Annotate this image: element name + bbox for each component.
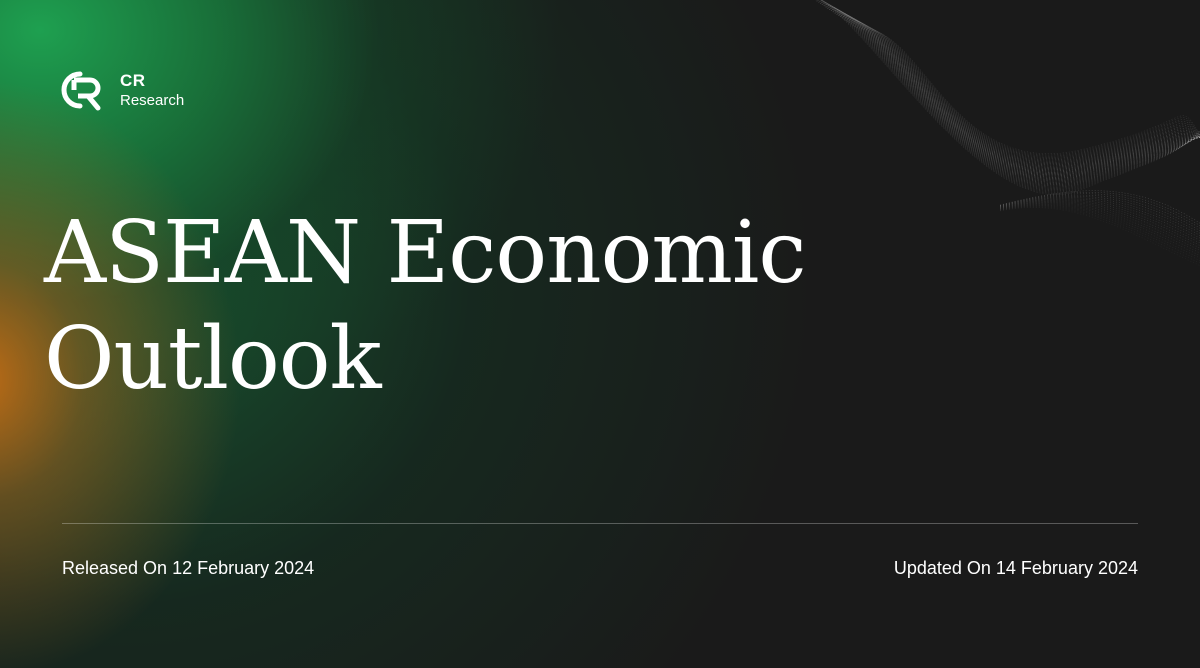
report-title: ASEAN Economic Outlook xyxy=(44,200,807,412)
report-title-line-2: Outlook xyxy=(44,309,382,409)
updated-date: Updated On 14 February 2024 xyxy=(893,558,1138,578)
cr-monogram-icon xyxy=(61,71,101,111)
brand-name: CR xyxy=(120,70,146,90)
brand-subtitle: Research xyxy=(120,92,185,110)
brand-wordmark: CR Research xyxy=(120,71,184,110)
footer-divider xyxy=(62,523,1138,524)
report-title-line-1: ASEAN Economic xyxy=(44,203,807,303)
brand-logo: CR Research xyxy=(54,66,184,114)
released-date: Released On 12 February 2024 xyxy=(62,558,315,578)
